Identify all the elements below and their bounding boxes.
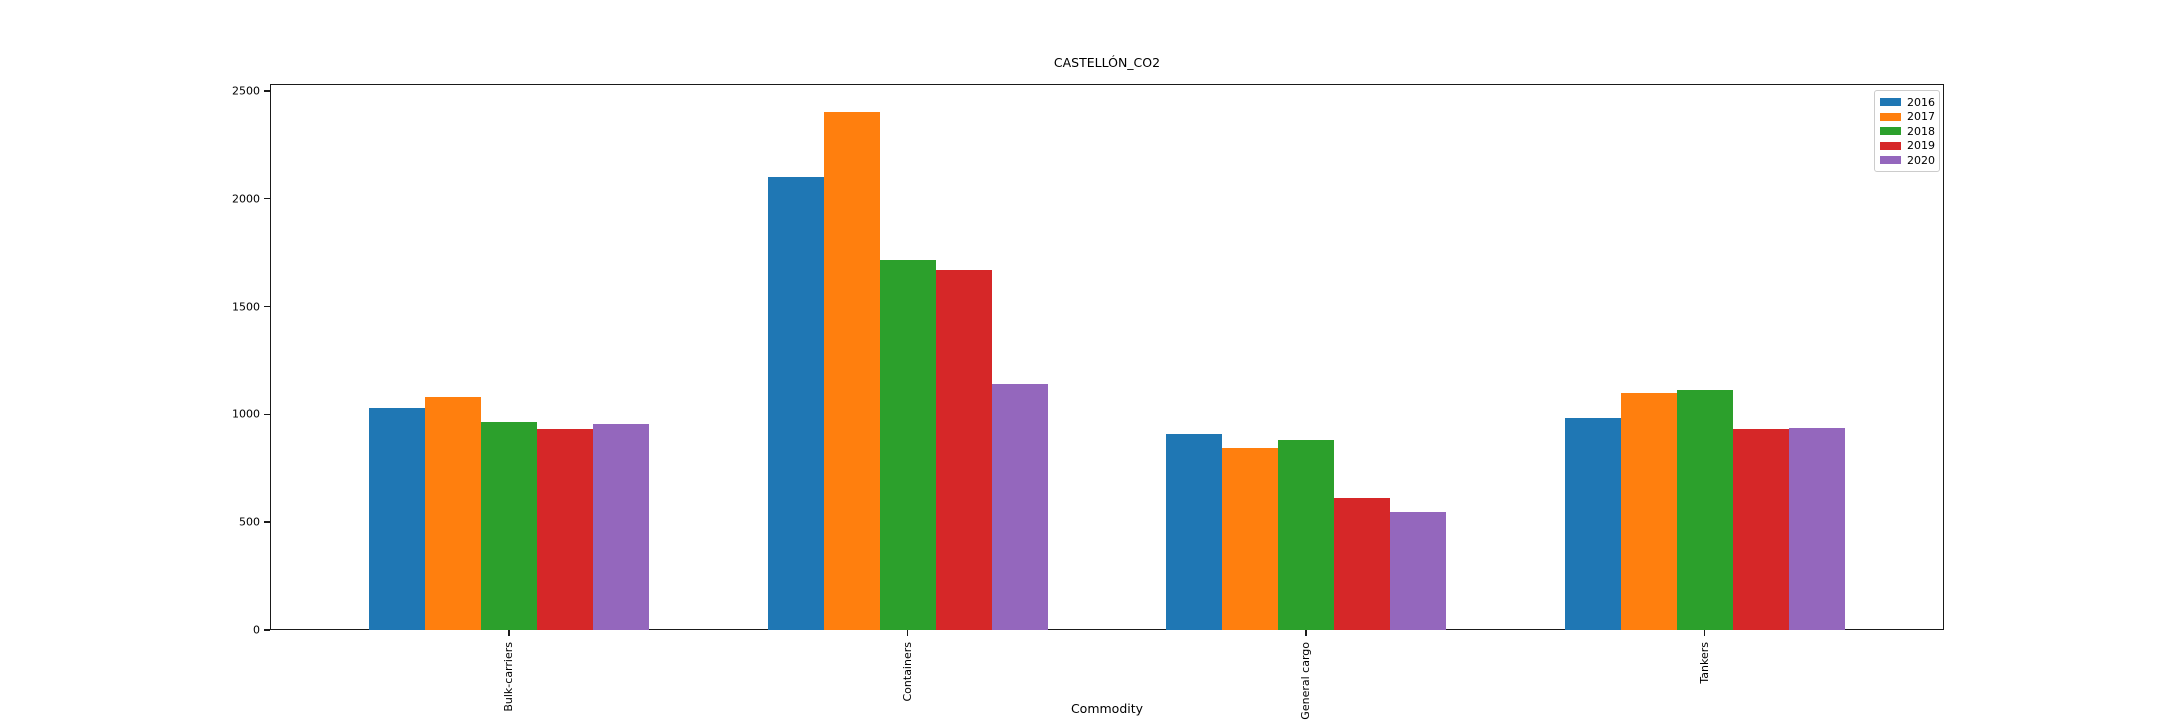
x-axis-title: Commodity xyxy=(1070,701,1144,716)
legend-swatch-icon xyxy=(1880,98,1901,107)
x-tick-mark xyxy=(906,630,909,636)
y-tick-mark xyxy=(264,413,270,416)
bar-2019-tankers xyxy=(1732,429,1789,630)
bar-2018-general-cargo xyxy=(1278,440,1334,630)
legend-entry: 2020 xyxy=(1880,153,1935,168)
legend-swatch-icon xyxy=(1880,112,1901,121)
bar-2020-general-cargo xyxy=(1390,512,1446,630)
legend-swatch-icon xyxy=(1880,141,1901,150)
y-tick-label: 2500 xyxy=(232,84,260,98)
bar-2019-containers xyxy=(935,269,992,630)
bar-2017-tankers xyxy=(1620,392,1677,630)
bar-2017-bulk-carriers xyxy=(425,397,481,630)
bar-2017-general-cargo xyxy=(1222,447,1278,630)
bar-2018-tankers xyxy=(1676,389,1733,630)
legend-entry: 2019 xyxy=(1880,139,1935,154)
y-tick-label: 2000 xyxy=(232,192,260,206)
legend-swatch-icon xyxy=(1880,156,1901,165)
legend-label: 2017 xyxy=(1907,110,1935,124)
legend-box: 2016 2017 2018 2019 2020 xyxy=(1874,90,1940,172)
y-tick-mark xyxy=(264,305,270,308)
x-tick-mark xyxy=(1703,630,1706,636)
legend-label: 2018 xyxy=(1907,124,1935,138)
y-tick-label: 0 xyxy=(253,623,260,637)
bar-2020-tankers xyxy=(1788,428,1845,630)
bar-2020-containers xyxy=(991,384,1048,630)
bar-2019-bulk-carriers xyxy=(537,429,593,630)
y-tick-mark xyxy=(264,629,270,631)
bar-2018-containers xyxy=(879,260,936,630)
legend-swatch-icon xyxy=(1880,127,1901,136)
y-tick-mark xyxy=(264,197,270,200)
legend-entry: 2016 xyxy=(1880,95,1935,110)
x-tick-mark xyxy=(1305,630,1307,636)
legend-label: 2020 xyxy=(1907,153,1935,167)
chart-title: CASTELLÓN_CO2 xyxy=(1053,55,1161,70)
bar-2016-general-cargo xyxy=(1166,433,1222,630)
bar-2020-bulk-carriers xyxy=(593,424,649,630)
y-tick-label: 500 xyxy=(239,515,260,529)
legend-entry: 2017 xyxy=(1880,110,1935,125)
bar-2017-containers xyxy=(823,112,880,630)
bar-2016-tankers xyxy=(1564,417,1621,630)
y-tick-mark xyxy=(264,90,270,92)
bar-2016-containers xyxy=(767,177,824,630)
x-tick-label: Tankers xyxy=(1697,642,1711,684)
bar-2018-bulk-carriers xyxy=(481,421,537,630)
bar-2016-bulk-carriers xyxy=(369,407,425,630)
bar-2019-general-cargo xyxy=(1334,498,1390,630)
y-tick-label: 1500 xyxy=(232,300,260,314)
x-tick-label: Containers xyxy=(900,642,914,702)
legend-label: 2019 xyxy=(1907,139,1935,153)
legend-entry: 2018 xyxy=(1880,124,1935,139)
x-tick-mark xyxy=(508,630,510,636)
y-tick-label: 1000 xyxy=(232,407,260,421)
legend-label: 2016 xyxy=(1907,95,1935,109)
y-tick-mark xyxy=(264,521,270,523)
